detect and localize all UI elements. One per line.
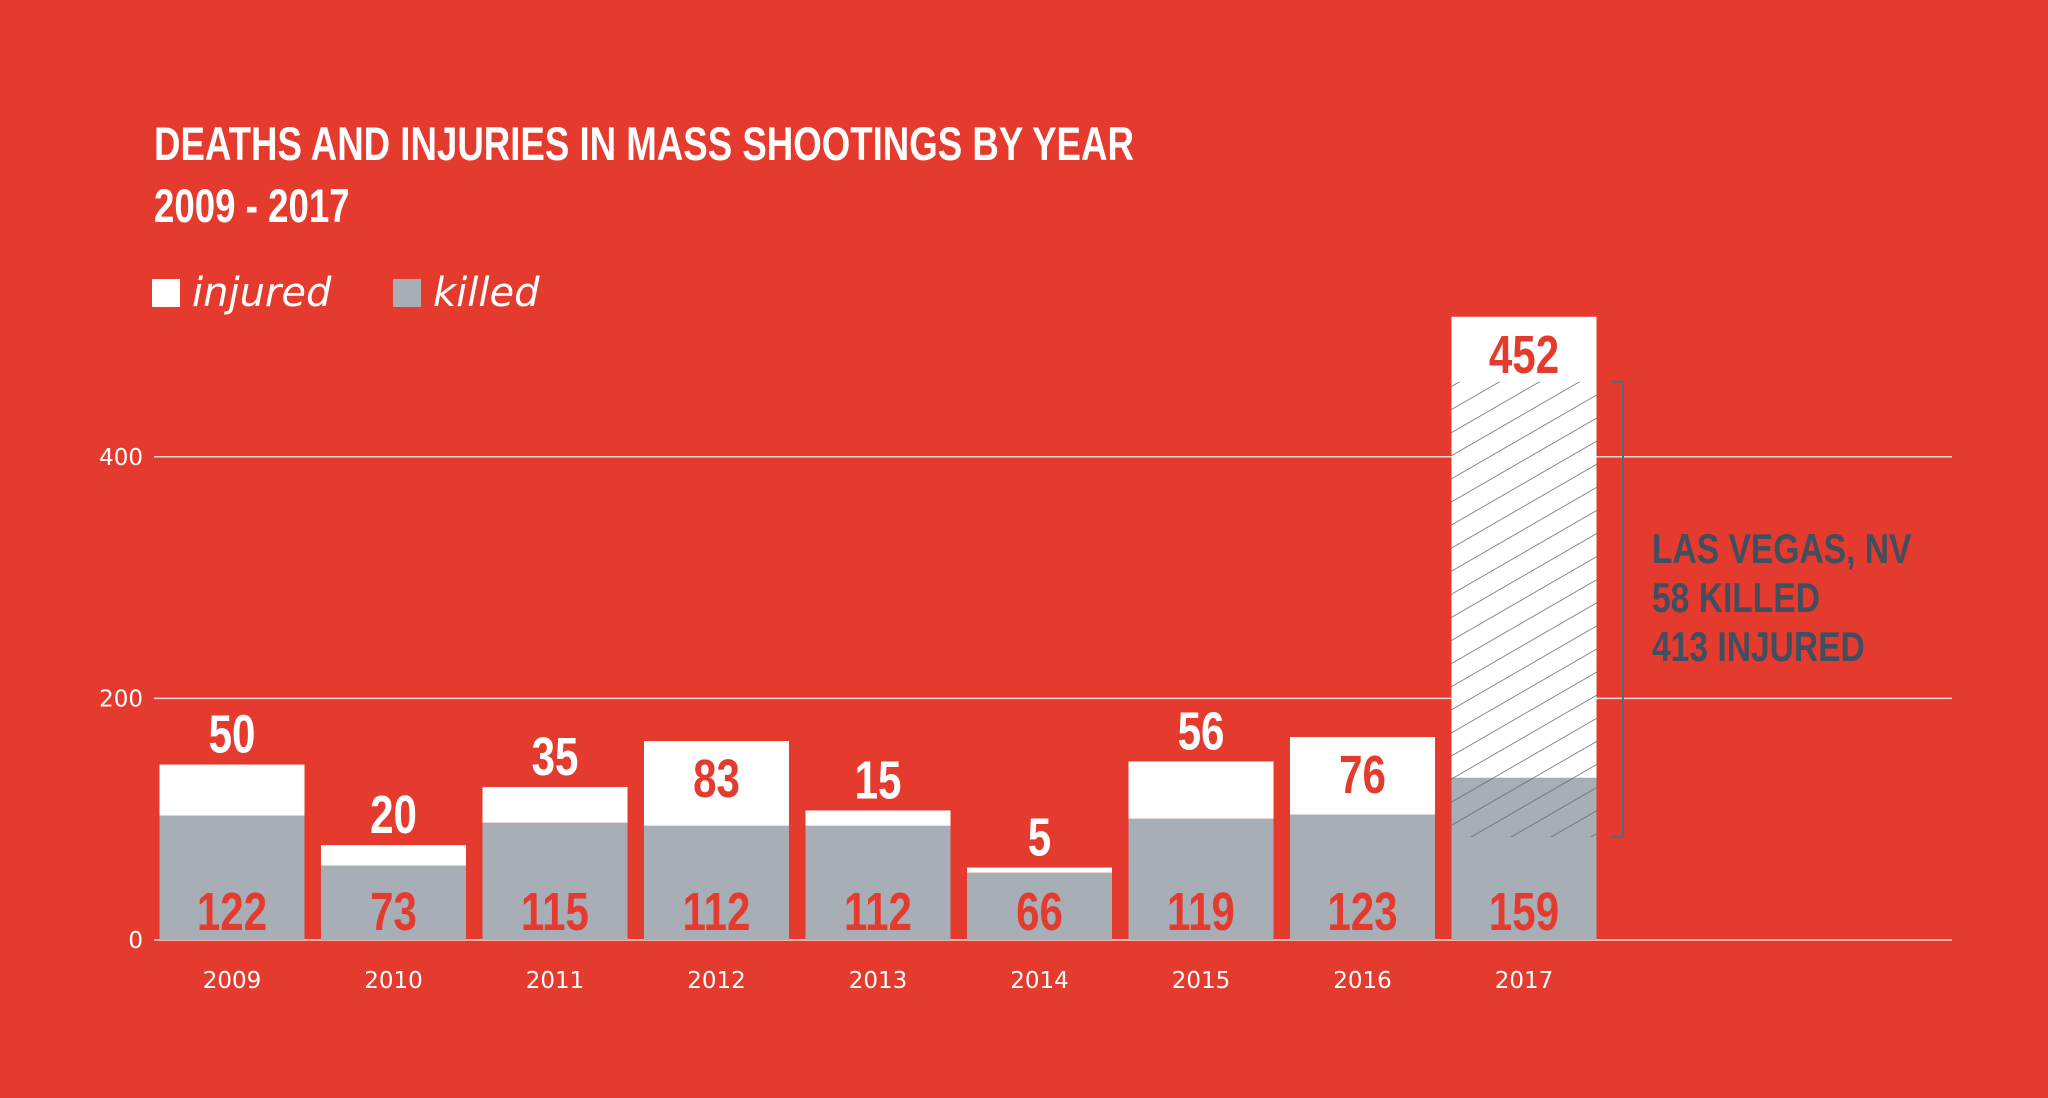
hatch-las-vegas: [1451, 381, 1597, 837]
data-label-injured: 76: [1339, 745, 1386, 805]
bar-group-2015: 119 56 2015: [1128, 702, 1274, 994]
annotation: LAS VEGAS, NV 58 KILLED 413 INJURED: [1611, 380, 1912, 838]
y-tick-label: 200: [99, 686, 143, 712]
annotation-line-1: LAS VEGAS, NV: [1652, 527, 1912, 573]
y-tick-label: 0: [128, 928, 143, 954]
data-label-killed: 115: [521, 882, 589, 942]
bar-injured: [1128, 761, 1274, 819]
data-label-killed: 73: [370, 882, 417, 942]
data-label-killed: 66: [1016, 882, 1063, 942]
data-label-injured: 50: [209, 705, 256, 765]
bar-injured: [159, 764, 305, 816]
bar-killed: [1290, 814, 1435, 940]
chart-subtitle: 2009 - 2017: [154, 180, 350, 232]
legend-label-injured: injured: [192, 270, 332, 316]
y-tick-label: 400: [99, 445, 143, 471]
data-label-killed: 123: [1327, 882, 1397, 942]
data-label-injured: 5: [1028, 808, 1051, 868]
x-tick-label: 2017: [1495, 968, 1554, 994]
bar-injured: [482, 787, 628, 823]
data-label-killed: 119: [1167, 882, 1235, 942]
bar-group-2009: 122 50 2009: [159, 705, 305, 994]
data-label-injured: 56: [1178, 702, 1225, 762]
legend-swatch-killed: [393, 279, 421, 307]
data-label-injured: 452: [1489, 325, 1559, 385]
legend: injured killed: [152, 270, 540, 316]
bar-injured: [967, 867, 1112, 873]
annotation-line-2: 58 KILLED: [1652, 576, 1820, 622]
bar-killed: [967, 872, 1112, 940]
bar-group-2017: 159 452 2017: [1451, 316, 1597, 994]
bar-killed: [482, 822, 628, 940]
data-label-killed: 112: [844, 882, 912, 942]
x-tick-label: 2011: [526, 968, 585, 994]
data-label-killed: 112: [683, 882, 751, 942]
bar-killed: [805, 825, 951, 940]
bar-killed: [321, 865, 466, 940]
x-tick-label: 2014: [1010, 968, 1069, 994]
bar-group-2016: 123 76 2016: [1290, 737, 1435, 994]
x-tick-label: 2010: [364, 968, 423, 994]
data-label-killed: 159: [1489, 882, 1559, 942]
legend-swatch-injured: [152, 279, 180, 307]
bar-killed: [644, 825, 789, 940]
bar-injured: [321, 845, 466, 866]
bar-injured: [644, 741, 789, 826]
annotation-bracket: [1611, 380, 1624, 838]
data-label-killed: 122: [197, 882, 267, 942]
bar-killed: [159, 815, 305, 940]
bar-group-2010: 73 20 2010: [321, 785, 466, 994]
data-label-injured: 35: [532, 727, 579, 787]
bar-group-2011: 115 35 2011: [482, 727, 628, 994]
bar-group-2014: 66 5 2014: [967, 808, 1112, 994]
data-label-injured: 15: [855, 751, 902, 811]
legend-label-killed: killed: [433, 270, 540, 316]
bar-group-2013: 112 15 2013: [805, 751, 951, 994]
annotation-line-3: 413 INJURED: [1652, 625, 1865, 671]
x-tick-label: 2009: [203, 968, 262, 994]
bar-killed: [1128, 818, 1274, 940]
x-tick-label: 2012: [687, 968, 746, 994]
x-tick-label: 2013: [849, 968, 908, 994]
chart-title: DEATHS AND INJURIES IN MASS SHOOTINGS BY…: [154, 118, 1134, 170]
data-label-injured: 83: [693, 749, 740, 809]
x-tick-label: 2016: [1333, 968, 1392, 994]
bar-injured: [805, 810, 951, 826]
data-label-injured: 20: [370, 785, 417, 845]
bar-group-2012: 112 83 2012: [644, 741, 789, 994]
bar-injured: [1290, 737, 1435, 815]
x-tick-label: 2015: [1172, 968, 1231, 994]
